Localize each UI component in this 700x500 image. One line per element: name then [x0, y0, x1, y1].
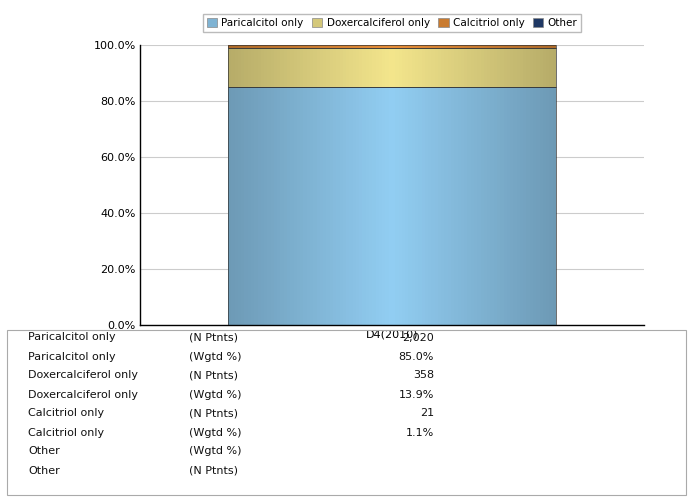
Bar [228, 45, 556, 48]
Text: 13.9%: 13.9% [398, 390, 434, 400]
Text: (Wgtd %): (Wgtd %) [189, 428, 241, 438]
Text: 358: 358 [413, 370, 434, 380]
Text: 21: 21 [420, 408, 434, 418]
Bar [228, 87, 556, 325]
Text: (N Ptnts): (N Ptnts) [189, 332, 238, 342]
Text: 85.0%: 85.0% [398, 352, 434, 362]
Text: Doxercalciferol only: Doxercalciferol only [28, 370, 138, 380]
Text: (N Ptnts): (N Ptnts) [189, 370, 238, 380]
Text: (Wgtd %): (Wgtd %) [189, 352, 241, 362]
Text: Calcitriol only: Calcitriol only [28, 408, 104, 418]
Text: Paricalcitol only: Paricalcitol only [28, 332, 116, 342]
Text: (N Ptnts): (N Ptnts) [189, 408, 238, 418]
Text: 2,020: 2,020 [402, 332, 434, 342]
Text: Doxercalciferol only: Doxercalciferol only [28, 390, 138, 400]
Text: (Wgtd %): (Wgtd %) [189, 390, 241, 400]
Text: Calcitriol only: Calcitriol only [28, 428, 104, 438]
Text: Other: Other [28, 446, 60, 456]
Text: (Wgtd %): (Wgtd %) [189, 446, 241, 456]
Bar [228, 48, 556, 87]
Legend: Paricalcitol only, Doxercalciferol only, Calcitriol only, Other: Paricalcitol only, Doxercalciferol only,… [203, 14, 581, 32]
Text: Paricalcitol only: Paricalcitol only [28, 352, 116, 362]
Text: Other: Other [28, 466, 60, 475]
Text: 1.1%: 1.1% [406, 428, 434, 438]
Text: (N Ptnts): (N Ptnts) [189, 466, 238, 475]
